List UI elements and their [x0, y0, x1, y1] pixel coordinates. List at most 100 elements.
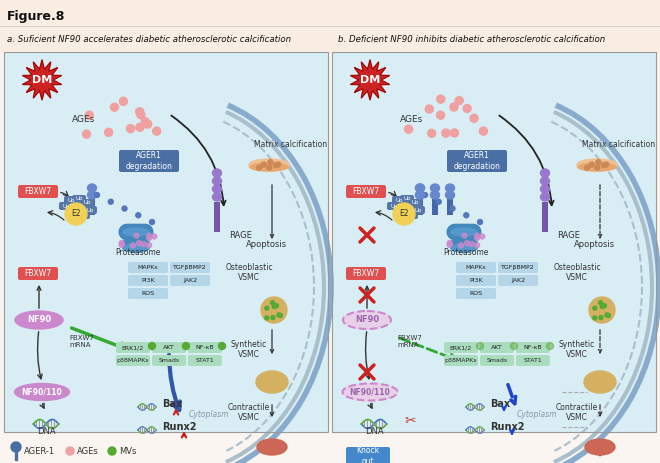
Text: NF-κB: NF-κB — [195, 345, 214, 350]
Text: STAT1: STAT1 — [195, 358, 214, 363]
Circle shape — [108, 447, 116, 455]
Ellipse shape — [416, 184, 424, 192]
Circle shape — [268, 160, 273, 165]
Text: NF90: NF90 — [27, 315, 51, 325]
Circle shape — [450, 206, 455, 211]
Text: Ub: Ub — [67, 198, 75, 202]
Text: Contractile
VSMC: Contractile VSMC — [228, 403, 270, 422]
FancyBboxPatch shape — [188, 355, 222, 366]
Circle shape — [271, 301, 275, 305]
FancyBboxPatch shape — [72, 195, 86, 203]
Text: DM: DM — [32, 75, 52, 85]
Text: AGER1
degradation: AGER1 degradation — [125, 151, 172, 171]
Circle shape — [141, 242, 146, 247]
Ellipse shape — [416, 191, 424, 199]
Text: Knock
out: Knock out — [356, 446, 380, 463]
Text: MAPKs: MAPKs — [138, 265, 158, 270]
Circle shape — [119, 97, 127, 105]
Circle shape — [108, 199, 114, 204]
Text: Ub: Ub — [83, 200, 91, 206]
Bar — [332, 52, 656, 432]
Circle shape — [271, 316, 275, 319]
Circle shape — [137, 111, 145, 119]
Text: ERK1/2: ERK1/2 — [122, 345, 144, 350]
Circle shape — [479, 127, 488, 135]
Text: AGER1
degradation: AGER1 degradation — [453, 151, 500, 171]
Ellipse shape — [123, 244, 149, 252]
Circle shape — [110, 103, 119, 111]
Ellipse shape — [343, 383, 397, 400]
Circle shape — [600, 305, 605, 308]
Text: Apoptosis: Apoptosis — [246, 240, 287, 249]
FancyBboxPatch shape — [116, 355, 150, 366]
Ellipse shape — [451, 244, 477, 252]
Circle shape — [450, 103, 458, 111]
Text: Smads: Smads — [486, 358, 508, 363]
Ellipse shape — [541, 185, 550, 193]
Circle shape — [603, 304, 607, 308]
Text: b. Deficient NF90 inhibits diabetic atherosclerotic calcification: b. Deficient NF90 inhibits diabetic athe… — [338, 35, 605, 44]
Circle shape — [122, 206, 127, 211]
Bar — [432, 195, 438, 215]
Text: AGEs: AGEs — [400, 115, 423, 124]
Circle shape — [94, 193, 100, 198]
Text: TGFβBMP2: TGFβBMP2 — [173, 265, 207, 270]
Circle shape — [477, 343, 484, 350]
Circle shape — [475, 243, 480, 248]
Text: Synthetic
VSMC: Synthetic VSMC — [231, 339, 267, 359]
Text: FBXW7: FBXW7 — [24, 269, 51, 278]
FancyBboxPatch shape — [188, 342, 222, 353]
Circle shape — [65, 203, 87, 225]
Ellipse shape — [256, 371, 288, 393]
Circle shape — [475, 236, 480, 241]
FancyBboxPatch shape — [83, 206, 97, 214]
FancyBboxPatch shape — [346, 185, 386, 198]
Circle shape — [267, 165, 272, 170]
Text: RAGE: RAGE — [557, 231, 580, 239]
Ellipse shape — [451, 228, 477, 236]
Text: a. Suficient NF90 accelerates diabetic atherosclerotic calcification: a. Suficient NF90 accelerates diabetic a… — [7, 35, 291, 44]
FancyBboxPatch shape — [76, 211, 90, 219]
Text: E2: E2 — [399, 209, 409, 219]
Text: MVs: MVs — [119, 446, 137, 456]
Circle shape — [589, 297, 615, 323]
Text: NF-κB: NF-κB — [523, 345, 543, 350]
FancyBboxPatch shape — [128, 275, 168, 286]
Circle shape — [134, 233, 139, 238]
Ellipse shape — [446, 184, 455, 192]
FancyBboxPatch shape — [456, 275, 496, 286]
Text: RAGE: RAGE — [229, 231, 252, 239]
Ellipse shape — [213, 185, 222, 193]
Bar — [417, 195, 423, 215]
Bar — [332, 52, 656, 432]
Text: Matrix calcification: Matrix calcification — [582, 140, 655, 149]
FancyBboxPatch shape — [516, 355, 550, 366]
Text: DNA: DNA — [365, 427, 383, 436]
Circle shape — [275, 304, 279, 308]
Ellipse shape — [584, 371, 616, 393]
Text: JAK2: JAK2 — [511, 278, 525, 283]
Circle shape — [605, 313, 609, 317]
Circle shape — [447, 242, 452, 247]
Circle shape — [585, 165, 589, 170]
FancyBboxPatch shape — [444, 355, 478, 366]
Circle shape — [147, 243, 152, 248]
FancyBboxPatch shape — [408, 199, 422, 207]
Text: FBXW7: FBXW7 — [352, 187, 379, 196]
FancyBboxPatch shape — [392, 196, 406, 204]
Circle shape — [593, 306, 597, 310]
FancyBboxPatch shape — [400, 195, 414, 203]
Circle shape — [442, 129, 450, 137]
FancyBboxPatch shape — [128, 288, 168, 299]
Ellipse shape — [585, 439, 615, 455]
Circle shape — [475, 233, 480, 238]
Text: FBXW7
mRNA: FBXW7 mRNA — [397, 335, 422, 348]
Circle shape — [265, 316, 269, 320]
Circle shape — [85, 111, 93, 119]
Ellipse shape — [123, 244, 149, 252]
Text: MAPKs: MAPKs — [466, 265, 486, 270]
Ellipse shape — [88, 191, 96, 199]
Bar — [89, 195, 95, 215]
Circle shape — [82, 130, 90, 138]
Circle shape — [279, 313, 282, 318]
